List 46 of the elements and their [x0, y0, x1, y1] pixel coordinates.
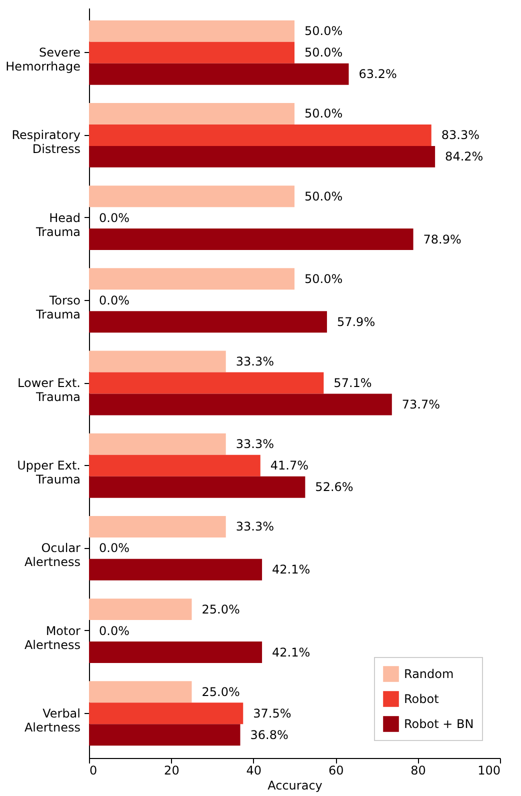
- data-label: 42.1%: [272, 645, 310, 660]
- data-label: 63.2%: [358, 67, 397, 82]
- legend-label: Robot: [404, 692, 440, 706]
- x-tick-label: 40: [246, 764, 262, 778]
- legend-label: Robot + BN: [404, 717, 474, 731]
- y-tick-label: Head Trauma: [34, 210, 80, 239]
- x-tick-label: 100: [478, 764, 500, 778]
- data-label: 84.2%: [445, 150, 484, 164]
- x-axis-title: Accuracy: [268, 778, 322, 792]
- data-label: 36.8%: [250, 728, 288, 742]
- data-label: 42.1%: [272, 562, 310, 577]
- data-label: 50.0%: [304, 272, 343, 286]
- y-tick-label: Severe Hemorrhage: [6, 46, 80, 74]
- data-label: 33.3%: [236, 520, 274, 534]
- y-tick-label: Lower Ext. Trauma: [18, 376, 80, 404]
- y-tick-label: Motor Alertness: [24, 624, 81, 652]
- data-label: 25.0%: [202, 684, 240, 699]
- data-label: 41.7%: [270, 458, 309, 473]
- data-label: 0.0%: [99, 210, 130, 225]
- data-label: 33.3%: [236, 437, 274, 452]
- data-label: 33.3%: [236, 354, 274, 369]
- legend-label: Random: [404, 667, 454, 681]
- data-label: 83.3%: [441, 128, 480, 142]
- data-label: 57.1%: [334, 376, 372, 390]
- data-label: 73.7%: [402, 397, 440, 412]
- data-label: 52.6%: [315, 480, 354, 494]
- data-label: 50.0%: [304, 189, 343, 204]
- data-label: 78.9%: [423, 232, 462, 246]
- y-tick-label: Torso Trauma: [34, 293, 80, 322]
- y-tick-label: Respiratory Distress: [12, 128, 80, 156]
- data-label: 50.0%: [304, 24, 343, 38]
- data-label: 25.0%: [202, 602, 240, 616]
- data-label: 0.0%: [99, 541, 130, 556]
- x-tick-label: 0: [90, 764, 98, 778]
- y-tick-label: Ocular Alertness: [24, 541, 81, 570]
- data-label: 57.9%: [336, 314, 376, 329]
- data-label: 37.5%: [253, 706, 292, 720]
- data-label: 50.0%: [304, 46, 343, 60]
- y-tick-label: Upper Ext. Trauma: [17, 458, 80, 487]
- data-label: 0.0%: [99, 293, 130, 308]
- y-tick-label: Verbal Alertness: [24, 706, 80, 734]
- x-tick-label: 20: [164, 764, 180, 778]
- x-tick-label: 80: [410, 764, 426, 778]
- data-label: 50.0%: [304, 106, 343, 121]
- x-tick-label: 60: [328, 764, 344, 778]
- data-label: 0.0%: [99, 624, 130, 638]
